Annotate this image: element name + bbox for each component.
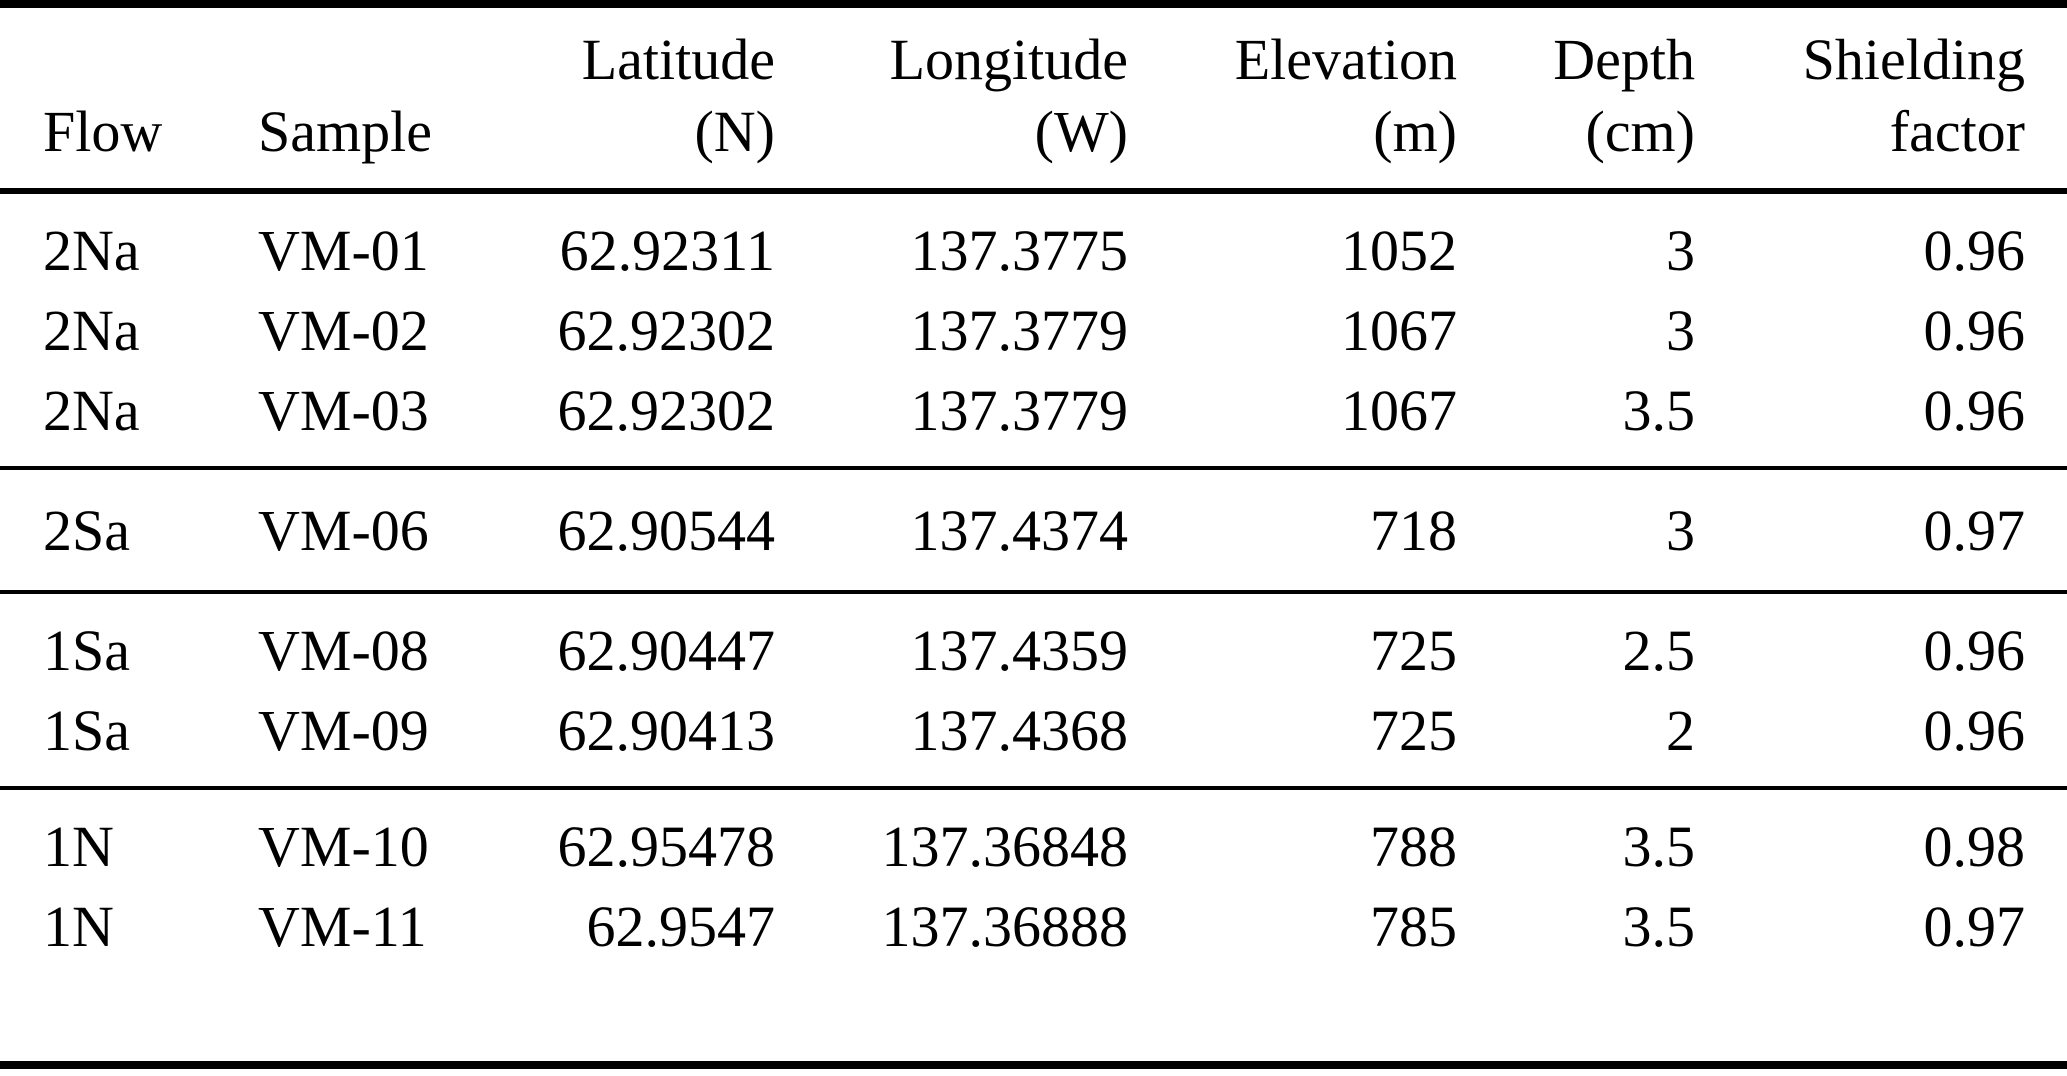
cell-sample: VM-02 — [258, 297, 429, 363]
cell-shielding: 0.96 — [1923, 297, 2026, 363]
cell-flow: 2Na — [43, 297, 140, 363]
column-header-latitude: Latitude (N) — [490, 4, 785, 191]
table-row: 1N VM-10 62.95478 137.36848 788 3.5 0.98 — [0, 788, 2067, 886]
table-row: 1N VM-11 62.9547 137.36888 785 3.5 0.97 — [0, 886, 2067, 1065]
cell-depth: 3 — [1666, 497, 1695, 563]
cell-shielding: 0.96 — [1923, 377, 2026, 443]
cell-depth: 3 — [1666, 217, 1695, 283]
cell-longitude: 137.4368 — [910, 697, 1129, 763]
column-header-depth: Depth (cm) — [1470, 4, 1710, 191]
column-header-shielding-line2: factor — [1889, 99, 2025, 164]
cell-latitude: 62.9547 — [586, 893, 776, 959]
cell-shielding: 0.96 — [1923, 217, 2026, 283]
cell-flow: 1N — [43, 893, 114, 959]
cell-flow: 1Sa — [43, 617, 130, 683]
cell-longitude: 137.4374 — [910, 497, 1129, 563]
cell-elevation: 718 — [1370, 497, 1457, 563]
cell-depth: 2.5 — [1622, 617, 1696, 683]
cell-latitude: 62.92302 — [557, 377, 776, 443]
cell-depth: 3 — [1666, 297, 1695, 363]
cell-depth: 3.5 — [1622, 893, 1696, 959]
column-header-sample-line1 — [258, 24, 490, 96]
cell-flow: 2Na — [43, 217, 140, 283]
cell-depth: 3.5 — [1622, 813, 1696, 879]
table-row: 1Sa VM-09 62.90413 137.4368 725 2 0.96 — [0, 690, 2067, 788]
table-row: 1Sa VM-08 62.90447 137.4359 725 2.5 0.96 — [0, 592, 2067, 690]
cell-sample: VM-06 — [258, 497, 429, 563]
cell-shielding: 0.96 — [1923, 697, 2026, 763]
column-header-depth-line1: Depth — [1553, 27, 1695, 92]
cell-latitude: 62.90447 — [557, 617, 776, 683]
column-header-depth-line2: (cm) — [1585, 99, 1696, 164]
column-header-longitude-line2: (W) — [1034, 99, 1128, 164]
flow-group-1sa: 1Sa VM-08 62.90447 137.4359 725 2.5 0.96… — [0, 592, 2067, 788]
cell-elevation: 1067 — [1341, 377, 1457, 443]
flow-group-2na: 2Na VM-01 62.92311 137.3775 1052 3 0.96 … — [0, 191, 2067, 468]
column-header-sample: Sample — [215, 4, 490, 191]
cell-longitude: 137.4359 — [910, 617, 1129, 683]
column-header-latitude-line1: Latitude — [581, 27, 775, 92]
cell-longitude: 137.36848 — [881, 813, 1129, 879]
cell-elevation: 725 — [1370, 617, 1457, 683]
cell-latitude: 62.92302 — [557, 297, 776, 363]
cell-sample: VM-11 — [258, 893, 427, 959]
cell-longitude: 137.3779 — [910, 377, 1129, 443]
table-header-row: Flow Sample Latitude (N) Longitude (W) E… — [0, 4, 2067, 191]
cell-latitude: 62.90544 — [557, 497, 776, 563]
cell-sample: VM-10 — [258, 813, 429, 879]
cell-shielding: 0.97 — [1923, 497, 2026, 563]
cell-sample: VM-09 — [258, 697, 429, 763]
table-row: 2Na VM-02 62.92302 137.3779 1067 3 0.96 — [0, 290, 2067, 370]
cell-elevation: 788 — [1370, 813, 1457, 879]
column-header-shielding-line1: Shielding — [1802, 27, 2025, 92]
table-row: 2Na VM-01 62.92311 137.3775 1052 3 0.96 — [0, 191, 2067, 290]
cell-depth: 3.5 — [1622, 377, 1696, 443]
cell-latitude: 62.95478 — [557, 813, 776, 879]
cell-shielding: 0.96 — [1923, 617, 2026, 683]
cell-sample: VM-01 — [258, 217, 429, 283]
table-row: 2Sa VM-06 62.90544 137.4374 718 3 0.97 — [0, 468, 2067, 592]
cell-elevation: 1067 — [1341, 297, 1457, 363]
column-header-elevation-line2: (m) — [1373, 99, 1457, 164]
cell-flow: 2Na — [43, 377, 140, 443]
column-header-elevation-line1: Elevation — [1234, 27, 1457, 92]
column-header-longitude-line1: Longitude — [889, 27, 1128, 92]
cell-longitude: 137.3779 — [910, 297, 1129, 363]
cell-elevation: 725 — [1370, 697, 1457, 763]
table-row: 2Na VM-03 62.92302 137.3779 1067 3.5 0.9… — [0, 370, 2067, 468]
column-header-flow-line2: Flow — [43, 99, 163, 164]
flow-group-2sa: 2Sa VM-06 62.90544 137.4374 718 3 0.97 — [0, 468, 2067, 592]
cell-latitude: 62.92311 — [559, 217, 775, 283]
cell-flow: 2Sa — [43, 497, 130, 563]
cell-sample: VM-08 — [258, 617, 429, 683]
column-header-longitude: Longitude (W) — [785, 4, 1140, 191]
column-header-elevation: Elevation (m) — [1140, 4, 1470, 191]
cell-latitude: 62.90413 — [557, 697, 776, 763]
table-header: Flow Sample Latitude (N) Longitude (W) E… — [0, 4, 2067, 191]
cell-shielding: 0.97 — [1923, 893, 2026, 959]
column-header-shielding: Shielding factor — [1710, 4, 2067, 191]
column-header-sample-line2: Sample — [258, 99, 432, 164]
cell-longitude: 137.36888 — [881, 893, 1129, 959]
flow-group-1n: 1N VM-10 62.95478 137.36848 788 3.5 0.98… — [0, 788, 2067, 1065]
cell-elevation: 1052 — [1341, 217, 1457, 283]
column-header-flow: Flow — [0, 4, 215, 191]
cell-elevation: 785 — [1370, 893, 1457, 959]
cell-longitude: 137.3775 — [910, 217, 1129, 283]
cell-depth: 2 — [1666, 697, 1695, 763]
cell-sample: VM-03 — [258, 377, 429, 443]
column-header-flow-line1 — [43, 24, 215, 96]
cell-flow: 1Sa — [43, 697, 130, 763]
cell-flow: 1N — [43, 813, 114, 879]
cell-shielding: 0.98 — [1923, 813, 2026, 879]
column-header-latitude-line2: (N) — [694, 99, 775, 164]
